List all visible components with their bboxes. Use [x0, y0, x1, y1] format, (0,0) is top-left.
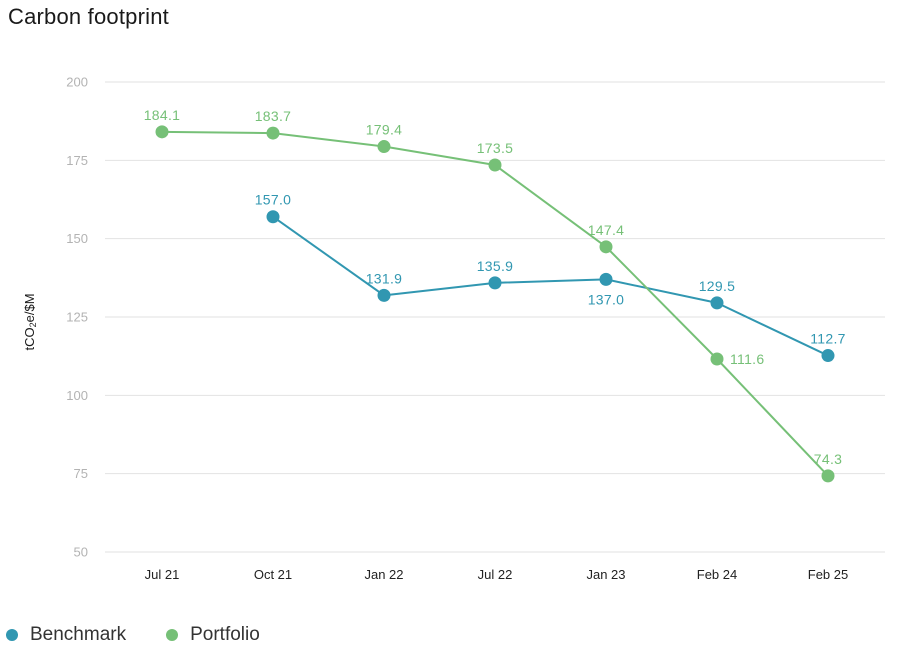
- data-point-benchmark[interactable]: [266, 210, 280, 224]
- y-tick-label: 100: [66, 388, 88, 403]
- data-point-portfolio[interactable]: [155, 125, 169, 139]
- data-point-benchmark[interactable]: [599, 272, 613, 286]
- data-label-portfolio: 183.7: [255, 108, 292, 124]
- data-point-portfolio[interactable]: [266, 126, 280, 140]
- y-tick-label: 125: [66, 310, 88, 325]
- x-tick-label: Oct 21: [254, 567, 292, 582]
- data-label-portfolio: 147.4: [588, 222, 625, 238]
- x-tick-layer: Jul 21 Oct 21 Jan 22 Jul 22 Jan 23 Feb 24 Feb …: [145, 567, 849, 582]
- series-portfolio: 184.1 183.7 179.4 173.5 147.4 111.6 74.3: [144, 107, 842, 483]
- series-line-portfolio: [161, 130, 829, 477]
- chart-title: Carbon footprint: [8, 4, 169, 29]
- data-label-portfolio: 173.5: [477, 140, 514, 156]
- legend-label-benchmark: Benchmark: [30, 624, 127, 645]
- series-layer: 157.0 131.9 135.9 137.0 129.5 112.7 184.1 183.7…: [144, 107, 846, 483]
- y-tick-label: 200: [66, 75, 88, 90]
- data-point-benchmark[interactable]: [821, 349, 835, 363]
- y-tick-label: 175: [66, 153, 88, 168]
- data-label-portfolio: 111.6: [730, 351, 764, 367]
- data-point-portfolio[interactable]: [488, 158, 502, 172]
- data-point-portfolio[interactable]: [599, 240, 613, 254]
- x-tick-label: Jan 23: [586, 567, 625, 582]
- data-label-portfolio: 179.4: [366, 122, 403, 138]
- x-tick-label: Jul 22: [478, 567, 513, 582]
- y-tick-layer: 50 75 100 125 150 175 200: [66, 75, 88, 560]
- legend-marker-benchmark: [6, 629, 18, 641]
- legend-item-portfolio[interactable]: Portfolio: [166, 624, 260, 646]
- legend-label-portfolio: Portfolio: [190, 624, 260, 645]
- series-line-benchmark: [272, 215, 829, 357]
- data-label-benchmark: 135.9: [477, 258, 514, 274]
- data-label-portfolio: 184.1: [144, 107, 181, 123]
- legend: Benchmark Portfolio: [6, 624, 300, 646]
- data-point-portfolio[interactable]: [377, 140, 391, 154]
- x-tick-label: Jan 22: [364, 567, 403, 582]
- x-tick-label: Feb 25: [808, 567, 848, 582]
- data-point-benchmark[interactable]: [710, 296, 724, 310]
- data-point-benchmark[interactable]: [488, 276, 502, 290]
- y-tick-label: 150: [66, 231, 88, 246]
- data-label-portfolio: 74.3: [814, 451, 842, 467]
- data-label-benchmark: 129.5: [699, 278, 736, 294]
- series-benchmark: 157.0 131.9 135.9 137.0 129.5 112.7: [255, 192, 846, 363]
- y-tick-label: 75: [74, 466, 88, 481]
- x-tick-label: Jul 21: [145, 567, 180, 582]
- data-point-portfolio[interactable]: [821, 469, 835, 483]
- data-label-benchmark: 157.0: [255, 192, 292, 208]
- legend-marker-portfolio: [166, 629, 179, 641]
- data-label-benchmark: 137.0: [588, 291, 625, 307]
- data-point-portfolio[interactable]: [710, 352, 724, 366]
- y-tick-label: 50: [74, 545, 88, 560]
- x-tick-label: Feb 24: [697, 567, 737, 582]
- data-point-benchmark[interactable]: [377, 288, 391, 302]
- data-label-benchmark: 112.7: [810, 331, 846, 347]
- data-label-benchmark: 131.9: [366, 270, 403, 286]
- legend-item-benchmark[interactable]: Benchmark: [6, 624, 126, 646]
